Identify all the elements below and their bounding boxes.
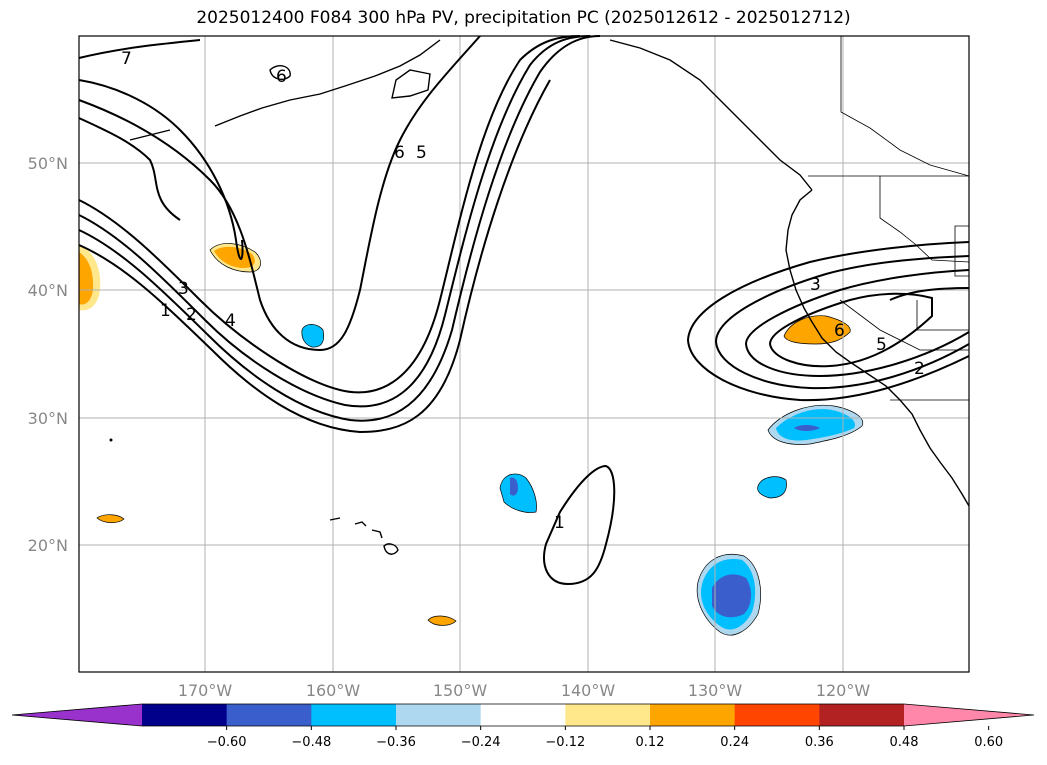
lon-tick-labels: 170°W 160°W 150°W 140°W 130°W 120°W [178,681,871,700]
coastlines [109,39,970,555]
colorbar-segment [650,704,736,726]
colorbar-tick-label: −0.36 [376,735,416,750]
colorbar-tick-label: 0.36 [805,735,834,750]
colorbar-tick-label: −0.60 [207,735,247,750]
lon-tick: 140°W [561,681,616,700]
contour-label: 3 [178,279,189,299]
contour-label: 2 [914,359,925,379]
lat-tick: 50°N [28,154,68,173]
lat-tick: 30°N [28,409,68,428]
colorbar-segment [480,704,566,726]
colorbar-tick-label: −0.12 [545,735,585,750]
colorbar-segment [565,704,651,726]
colorbar-tick-label: 0.24 [720,735,749,750]
contour-label: 2 [186,305,197,325]
pv-contours [78,35,970,586]
contour-label: 4 [225,311,236,331]
lat-tick: 20°N [28,536,68,555]
colorbar-tick-label: −0.48 [291,735,331,750]
contour-label: 5 [876,335,887,355]
colorbar-tick-label: −0.24 [461,735,501,750]
borders [808,36,970,401]
lat-tick-labels: 20°N 30°N 40°N 50°N [28,154,68,555]
colorbar: −0.60 −0.48 −0.36 −0.24 −0.12 0.12 0.24 0.36 0.4… [11,703,1035,750]
colorbar-segment [819,704,905,726]
contour-label: 5 [416,143,427,163]
colorbar-extend-low [12,704,142,726]
colorbar-segment [311,704,397,726]
contour-label: 6 [834,321,845,341]
map-title: 2025012400 F084 300 hPa PV, precipitatio… [196,8,851,28]
gridlines [79,36,969,672]
colorbar-segment [226,704,312,726]
lat-tick: 40°N [28,281,68,300]
contour-label: 6 [394,143,405,163]
map-frame [78,35,970,673]
colorbar-tick-label: 0.48 [890,735,919,750]
lon-tick: 150°W [433,681,488,700]
contour-label: 3 [810,275,821,295]
lon-tick: 160°W [306,681,361,700]
colorbar-segment [734,704,820,726]
colorbar-tick-label: 0.12 [636,735,665,750]
map-panel: 7 6 6 5 3 2 1 4 1 3 6 5 2 [78,35,970,673]
lon-tick: 170°W [178,681,233,700]
contour-label: 1 [160,301,171,321]
contour-label: 1 [554,513,565,533]
colorbar-tick-label: 0.60 [974,735,1003,750]
lon-tick: 130°W [688,681,743,700]
colorbar-segment [142,704,228,726]
colorbar-outline [11,703,1035,727]
precip-outlines [96,243,864,636]
colorbar-segment [396,704,482,726]
contour-label: 6 [276,67,287,87]
colorbar-extend-high [904,704,1034,726]
contour-label: 7 [121,49,132,69]
pv-contour-labels: 7 6 6 5 3 2 1 4 1 3 6 5 2 [121,49,925,533]
lon-tick: 120°W [816,681,871,700]
